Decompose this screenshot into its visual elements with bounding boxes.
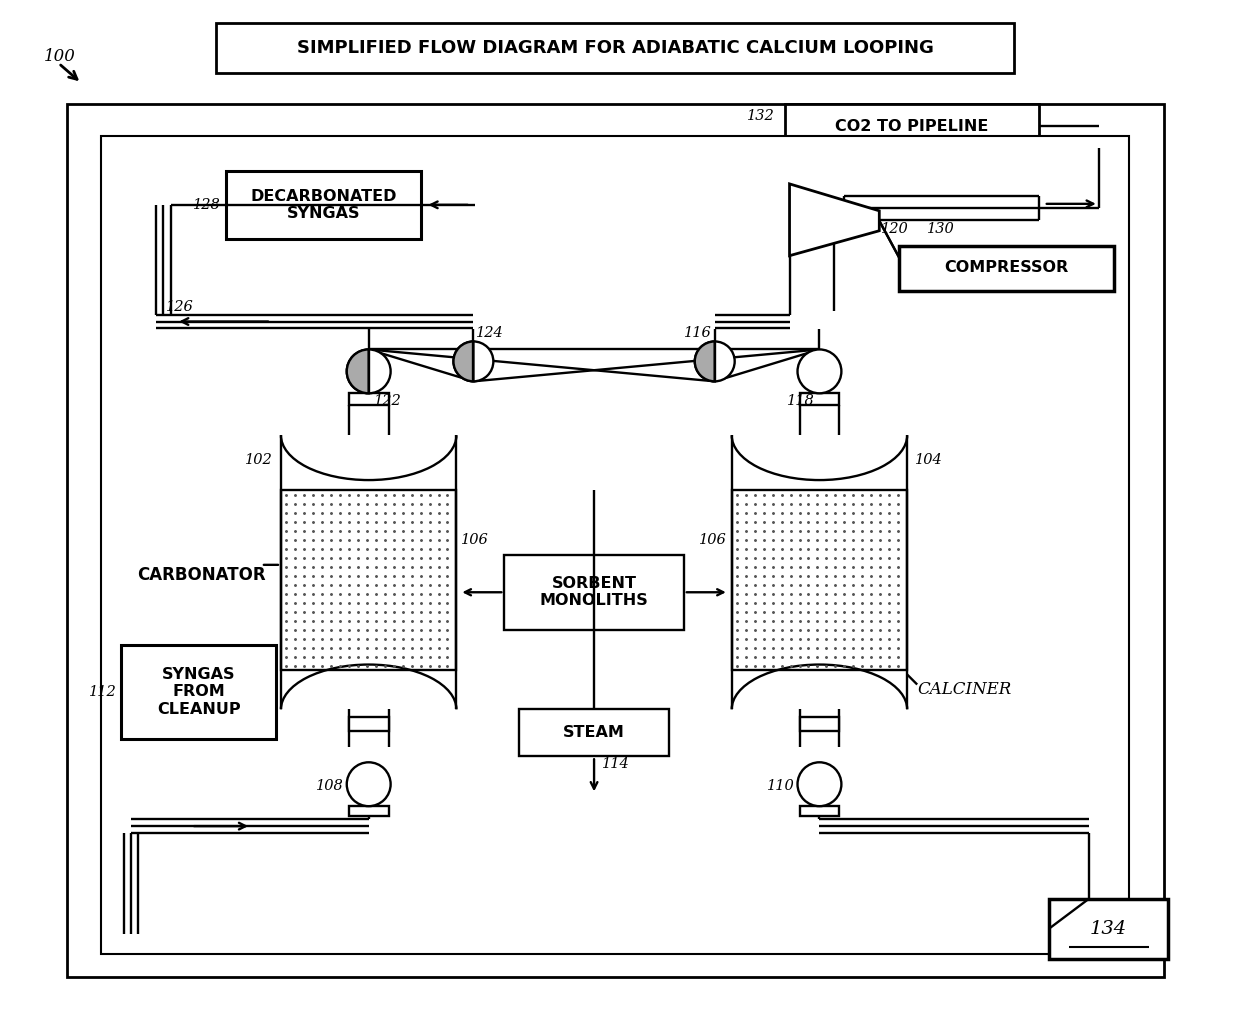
Bar [1049, 899, 1168, 958]
Text: COMPRESSOR: COMPRESSOR [944, 260, 1068, 275]
Circle shape [797, 762, 842, 806]
Text: STEAM: STEAM [563, 725, 625, 740]
Text: 110: 110 [766, 779, 795, 794]
Wedge shape [454, 342, 474, 381]
Text: 120: 120 [882, 221, 909, 236]
Text: CARBONATOR: CARBONATOR [136, 566, 265, 583]
Bar [505, 555, 683, 630]
Text: DECARBONATED
SYNGAS: DECARBONATED SYNGAS [250, 189, 397, 221]
Text: 102: 102 [246, 453, 273, 467]
Bar [899, 246, 1114, 290]
Text: 132: 132 [746, 109, 775, 123]
Wedge shape [347, 350, 368, 393]
Text: 122: 122 [373, 394, 402, 408]
Bar [800, 806, 839, 816]
Circle shape [347, 350, 391, 393]
Circle shape [454, 342, 494, 381]
Bar [800, 393, 839, 405]
Bar [67, 104, 1163, 977]
Bar [102, 136, 1128, 953]
Bar [800, 718, 839, 731]
Bar [520, 710, 668, 756]
Text: 128: 128 [193, 198, 221, 212]
Text: 114: 114 [603, 757, 630, 771]
Bar [281, 490, 456, 669]
Text: 108: 108 [316, 779, 343, 794]
Text: 134: 134 [1090, 920, 1127, 938]
Bar [122, 645, 277, 739]
Text: 124: 124 [476, 327, 505, 341]
Text: 104: 104 [915, 453, 942, 467]
Polygon shape [790, 184, 879, 256]
Bar [348, 806, 388, 816]
Bar [732, 490, 908, 669]
Text: SORBENT
MONOLITHS: SORBENT MONOLITHS [539, 576, 649, 609]
Text: CALCINER: CALCINER [918, 681, 1012, 698]
Bar [226, 171, 420, 239]
Text: 116: 116 [684, 327, 712, 341]
Text: 106: 106 [461, 533, 490, 547]
Bar [216, 23, 1014, 73]
Text: 118: 118 [786, 394, 815, 408]
Circle shape [797, 350, 842, 393]
Bar [785, 104, 1039, 148]
Wedge shape [694, 342, 714, 381]
Bar [348, 718, 388, 731]
Text: CO2 TO PIPELINE: CO2 TO PIPELINE [835, 118, 988, 133]
Text: 106: 106 [699, 533, 727, 547]
Text: 130: 130 [928, 221, 955, 236]
Text: SYNGAS
FROM
CLEANUP: SYNGAS FROM CLEANUP [156, 667, 241, 717]
Bar [348, 393, 388, 405]
Text: SIMPLIFIED FLOW DIAGRAM FOR ADIABATIC CALCIUM LOOPING: SIMPLIFIED FLOW DIAGRAM FOR ADIABATIC CA… [296, 39, 934, 58]
Text: 100: 100 [43, 48, 76, 65]
Circle shape [347, 762, 391, 806]
Text: 126: 126 [166, 299, 193, 313]
Circle shape [694, 342, 734, 381]
Text: 112: 112 [88, 685, 117, 699]
